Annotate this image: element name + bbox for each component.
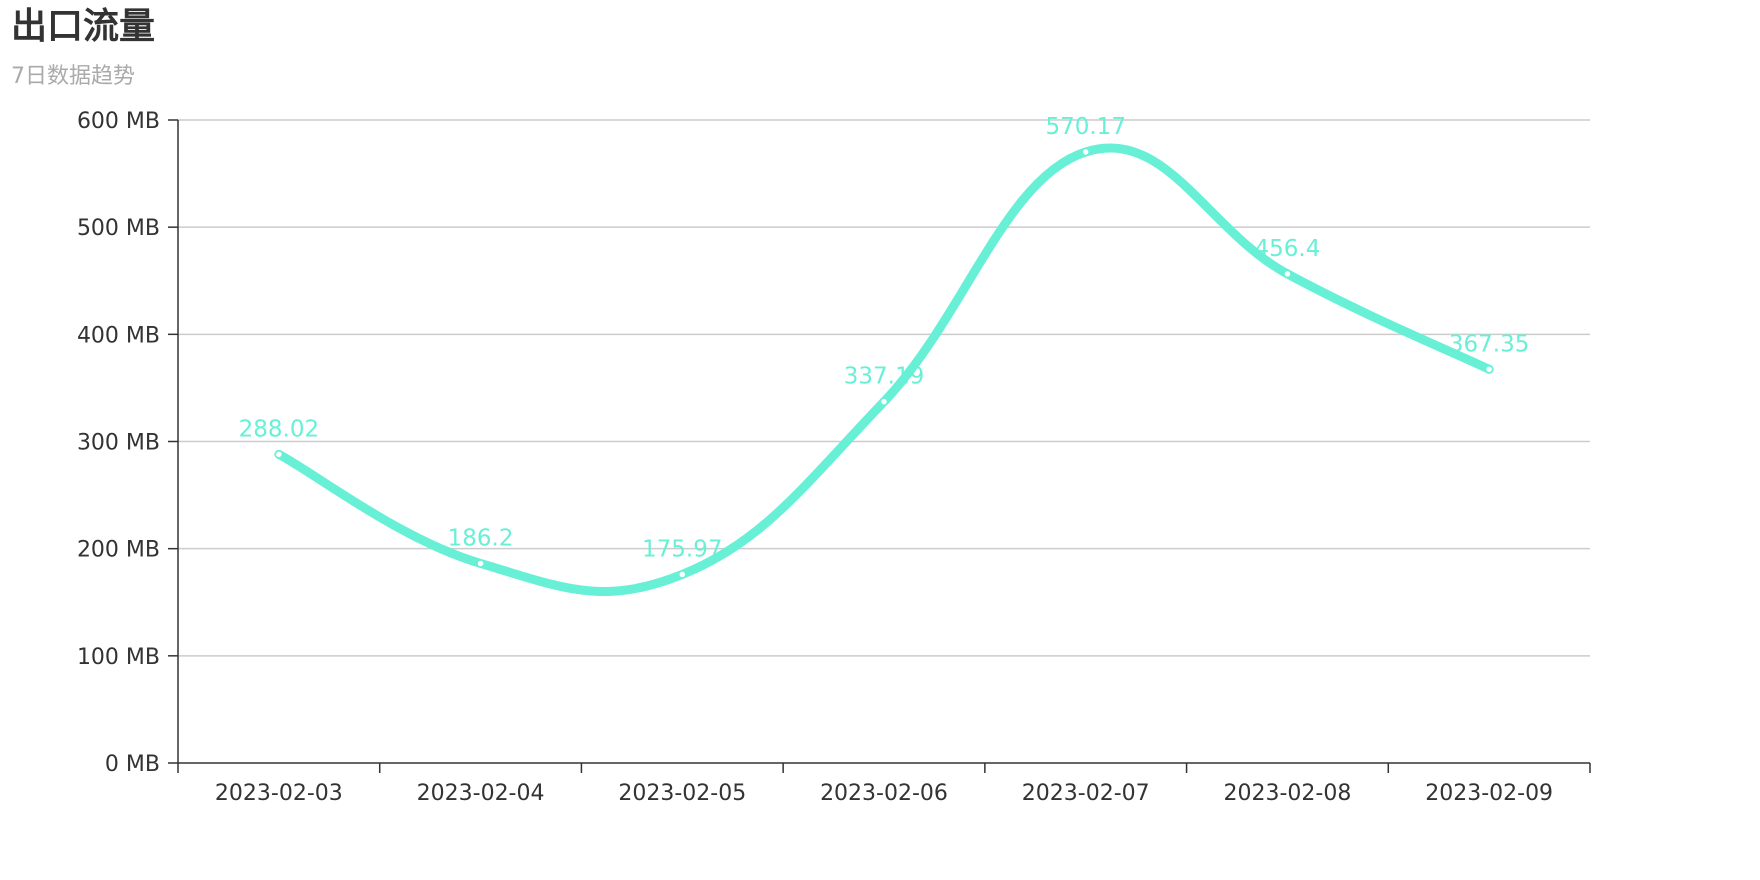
data-point[interactable] — [476, 559, 485, 568]
data-point[interactable] — [1484, 365, 1494, 374]
data-point[interactable] — [1081, 147, 1090, 157]
data-point[interactable] — [879, 397, 889, 406]
x-tick-label: 2023-02-03 — [215, 781, 343, 806]
y-tick-label: 300 MB — [77, 431, 160, 456]
data-label: 456.4 — [1254, 236, 1320, 262]
x-tick-label: 2023-02-09 — [1425, 781, 1553, 806]
series-layer — [274, 143, 1494, 596]
y-tick-label: 500 MB — [77, 216, 160, 241]
data-label: 570.17 — [1045, 114, 1125, 140]
chart-subtitle: 7日数据趋势 — [11, 64, 135, 89]
y-axis: 0 MB 100 MB 200 MB 300 MB 400 MB 500 MB 600 MB — [77, 109, 179, 777]
grid-lines — [178, 119, 1590, 657]
x-tick-label: 2023-02-06 — [820, 781, 948, 806]
y-tick-label: 400 MB — [77, 323, 160, 348]
x-tick-label: 2023-02-07 — [1022, 781, 1150, 806]
y-tick-label: 100 MB — [77, 645, 160, 670]
chart-title: 出口流量 — [11, 6, 156, 47]
data-label: 367.35 — [1449, 331, 1529, 357]
y-tick-label: 0 MB — [105, 752, 160, 777]
x-axis: 2023-02-03 2023-02-04 2023-02-05 2023-02-06… — [177, 762, 1591, 806]
data-point[interactable] — [678, 570, 687, 579]
y-tick-label: 600 MB — [77, 109, 160, 134]
data-point[interactable] — [1283, 269, 1292, 279]
y-tick-label: 200 MB — [77, 538, 160, 563]
data-label: 288.02 — [239, 416, 319, 442]
x-tick-label: 2023-02-05 — [618, 781, 746, 806]
data-label: 175.97 — [642, 536, 722, 562]
data-label: 337.19 — [844, 364, 924, 390]
x-tick-label: 2023-02-04 — [417, 781, 545, 806]
x-tick-label: 2023-02-08 — [1223, 781, 1351, 806]
data-label: 186.2 — [448, 525, 514, 551]
data-labels: 288.02 186.2 175.97 337.19 570.17 456.4 367.35 — [239, 114, 1530, 562]
data-point[interactable] — [274, 450, 284, 459]
